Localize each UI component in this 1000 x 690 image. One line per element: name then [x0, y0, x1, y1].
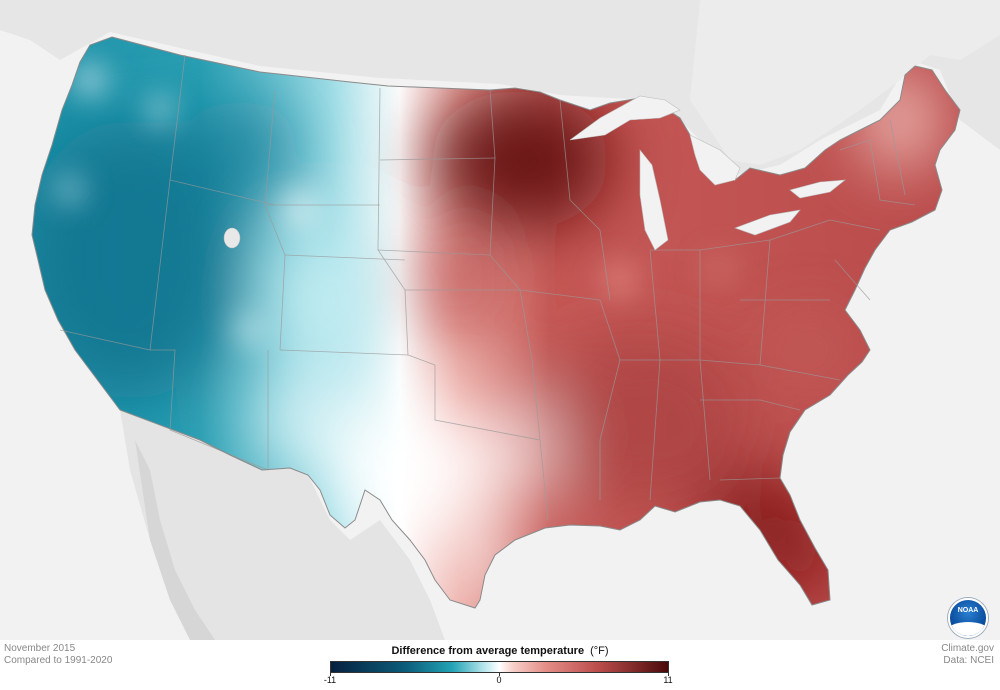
legend-unit: (°F): [590, 645, 609, 657]
great-lakes: [569, 95, 846, 251]
legend-title: Difference from average temperature (°F): [0, 645, 1000, 657]
legend-tick-mid: 0: [496, 675, 502, 685]
credit-data: Data: NCEI: [943, 655, 994, 666]
credits: Climate.gov Data: NCEI: [941, 643, 994, 667]
legend-color-bar: [330, 661, 669, 673]
background-land: [0, 0, 1000, 640]
legend-footer: November 2015 Compared to 1991-2020 Diff…: [0, 640, 1000, 690]
legend-tick-max: 11: [663, 675, 673, 685]
temperature-anomaly-map: [0, 0, 1000, 640]
legend-tickmark-max: [668, 673, 669, 676]
credit-site: Climate.gov: [941, 643, 994, 654]
great-salt-lake: [223, 227, 241, 249]
legend-tick-min: -11: [323, 675, 337, 685]
state-boundaries: [59, 54, 916, 521]
legend-tickmark-mid: [499, 673, 500, 676]
period-label: November 2015: [4, 643, 76, 654]
noaa-logo: NOAA: [948, 598, 988, 638]
us-outline: [31, 36, 961, 609]
legend-tickmark-min: [330, 673, 331, 676]
legend-title-text: Difference from average temperature: [391, 645, 585, 657]
map-caption: November 2015 Compared to 1991-2020: [4, 643, 112, 667]
baseline-label: Compared to 1991-2020: [4, 655, 113, 666]
